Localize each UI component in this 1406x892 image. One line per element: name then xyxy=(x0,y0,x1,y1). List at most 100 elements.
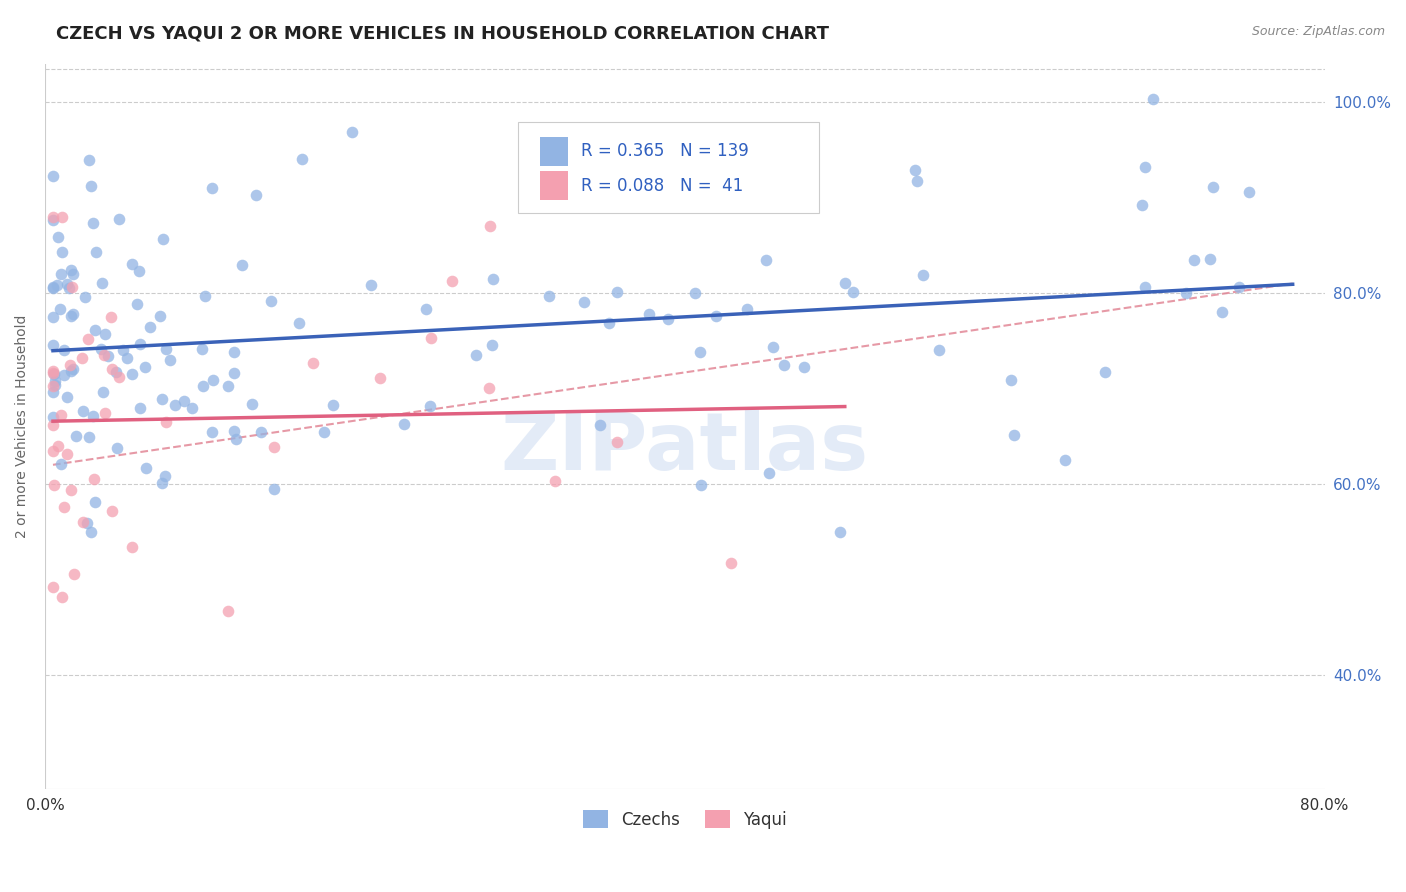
Point xyxy=(153,468,176,483)
Point xyxy=(121,257,143,271)
Point xyxy=(42,210,65,224)
Point xyxy=(51,590,73,604)
Point xyxy=(90,342,112,356)
Point xyxy=(53,343,76,358)
Point xyxy=(637,307,659,321)
Point xyxy=(606,285,628,299)
Point xyxy=(49,408,72,422)
Point xyxy=(420,331,443,345)
Y-axis label: 2 or more Vehicles in Household: 2 or more Vehicles in Household xyxy=(15,315,30,539)
Point xyxy=(84,323,107,337)
Point xyxy=(77,430,100,444)
Point xyxy=(42,213,65,227)
Point xyxy=(60,483,83,498)
Point xyxy=(52,500,75,514)
Point xyxy=(48,301,70,316)
Point xyxy=(1142,92,1164,106)
Point xyxy=(111,343,134,357)
Point xyxy=(42,385,65,400)
Point xyxy=(202,373,225,387)
Point xyxy=(606,435,628,450)
Point xyxy=(1199,252,1222,267)
Point xyxy=(340,125,363,139)
Point xyxy=(245,187,267,202)
Point xyxy=(191,343,214,357)
Point xyxy=(42,366,65,380)
Point xyxy=(1182,252,1205,267)
Point xyxy=(685,285,707,300)
Point xyxy=(928,343,950,358)
Point xyxy=(129,401,152,415)
Point xyxy=(101,361,124,376)
Point xyxy=(72,515,94,529)
Point xyxy=(105,441,128,455)
Point xyxy=(121,541,143,555)
Point xyxy=(465,348,488,362)
Point xyxy=(105,365,128,379)
Point xyxy=(150,392,173,406)
Point xyxy=(201,181,224,195)
Point xyxy=(42,310,65,324)
Point xyxy=(139,319,162,334)
Point xyxy=(45,278,67,293)
Point xyxy=(75,290,97,304)
Legend: Czechs, Yaqui: Czechs, Yaqui xyxy=(576,804,793,835)
Point xyxy=(912,268,935,283)
Point xyxy=(1053,453,1076,467)
Point xyxy=(191,379,214,393)
Point xyxy=(415,302,437,317)
Point xyxy=(842,285,865,299)
Point xyxy=(59,364,82,378)
Point xyxy=(1133,280,1156,294)
Point xyxy=(720,556,742,570)
Point xyxy=(100,310,122,325)
Point xyxy=(55,277,77,291)
Point xyxy=(222,345,245,359)
Point xyxy=(762,340,785,354)
Point xyxy=(482,272,505,286)
Point xyxy=(127,297,149,311)
Point xyxy=(51,457,73,471)
Point xyxy=(163,398,186,412)
Text: ZIPatlas: ZIPatlas xyxy=(501,409,869,487)
Point xyxy=(42,281,65,295)
Point xyxy=(80,524,103,539)
Point xyxy=(72,404,94,418)
Point xyxy=(42,169,65,183)
Point xyxy=(1174,286,1197,301)
Point xyxy=(360,278,382,293)
Point xyxy=(260,294,283,309)
Point xyxy=(758,466,780,480)
Point xyxy=(201,425,224,439)
Point xyxy=(42,280,65,294)
Point xyxy=(97,349,120,363)
Point xyxy=(42,417,65,432)
Point xyxy=(217,604,239,618)
Point xyxy=(737,301,759,316)
Point xyxy=(440,273,463,287)
Point xyxy=(49,267,72,281)
Bar xyxy=(540,171,568,201)
Point xyxy=(100,503,122,517)
Point xyxy=(1000,373,1022,387)
Point xyxy=(72,351,94,366)
Point xyxy=(150,476,173,491)
Point xyxy=(322,399,344,413)
Point xyxy=(1135,160,1157,174)
Point xyxy=(121,367,143,381)
Point xyxy=(519,177,541,191)
Point xyxy=(704,309,727,323)
Point xyxy=(93,348,115,362)
Point xyxy=(773,358,796,372)
Point xyxy=(250,425,273,439)
Point xyxy=(689,478,711,492)
Point xyxy=(94,326,117,341)
Point xyxy=(793,359,815,374)
Text: R = 0.365   N = 139: R = 0.365 N = 139 xyxy=(581,142,749,160)
Point xyxy=(135,461,157,475)
Point xyxy=(90,276,112,290)
Point xyxy=(58,281,80,295)
Point xyxy=(42,379,65,393)
Point xyxy=(1237,185,1260,199)
Point xyxy=(222,424,245,438)
